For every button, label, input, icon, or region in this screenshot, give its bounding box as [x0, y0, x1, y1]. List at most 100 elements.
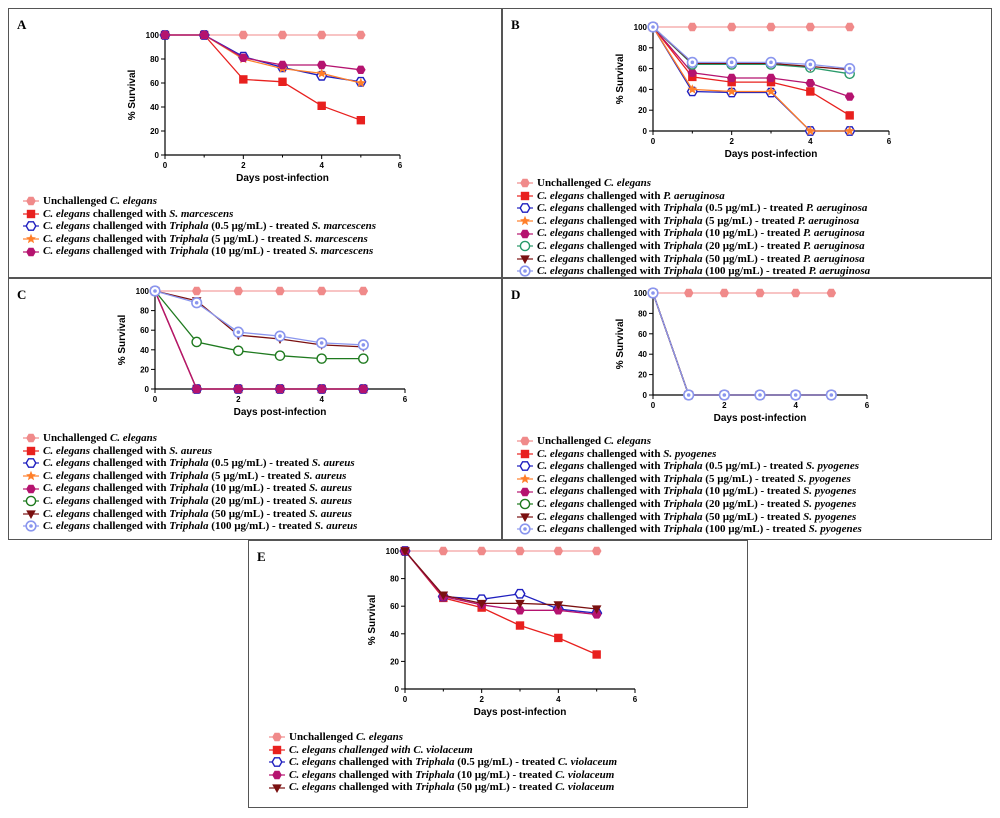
x-tick-label: 6: [633, 695, 638, 704]
data-point: [358, 384, 369, 394]
legend-label-part: C. elegans challenged with C. violaceum: [289, 743, 473, 756]
series-line: [154, 290, 364, 390]
data-point: [726, 22, 737, 32]
series-6: [150, 287, 369, 352]
data-point: [274, 350, 286, 361]
legend-label-part: (100 µg/mL) - treated: [208, 520, 315, 533]
legend-label-part: (10 µg/mL) - treated: [454, 768, 556, 781]
data-point: [238, 53, 249, 62]
data-point: [238, 30, 249, 40]
legend-label-part: Triphala: [415, 768, 455, 781]
legend-label-part: challenged with: [90, 444, 170, 457]
data-point: [844, 125, 855, 136]
x-tick-label: 0: [403, 695, 408, 704]
legend-label: C. elegans challenged with Triphala (10 …: [43, 482, 352, 495]
legend-label-part: C. elegans: [537, 265, 585, 278]
y-tick-label: 100: [146, 31, 160, 40]
y-axis-title: % Survival: [367, 594, 378, 645]
legend-item: C. elegans challenged with Triphala (100…: [517, 265, 870, 278]
series-7: [647, 21, 856, 75]
y-tick-label: 40: [390, 630, 399, 639]
data-point: [647, 21, 659, 33]
legend-marker: [269, 733, 285, 742]
legend-item: C. elegans challenged with Triphala (10 …: [23, 482, 357, 495]
y-tick-label: 40: [638, 350, 647, 359]
chart-c-plot: 0 20 40 60 80 100 0 2 4 6 Days post-infection % Sur…: [117, 285, 408, 418]
legend-label-part: Triphala: [663, 265, 703, 278]
data-point: [356, 116, 366, 125]
panel-d: 0 20 40 60 80 100 0 2 4 6 Days post-infection % Sur…: [502, 278, 992, 540]
data-point: [553, 606, 564, 615]
legend-label-part: (10 µg/mL) - treated: [702, 227, 804, 240]
y-tick-label: 0: [145, 385, 150, 394]
legend-label-part: C. elegans: [537, 447, 585, 460]
legend-marker-symbol: [519, 523, 531, 536]
legend-label: C. elegans challenged with Triphala (50 …: [43, 508, 352, 521]
series-0: [648, 288, 837, 298]
legend-marker: [269, 757, 285, 768]
y-tick-label: 20: [638, 371, 647, 380]
legend-label-part: Triphala: [663, 497, 703, 510]
data-point: [766, 86, 776, 96]
data-point: [356, 30, 366, 40]
legend-marker-symbol: [25, 520, 37, 533]
legend-marker: [23, 458, 39, 469]
legend-label-part: challenged with: [584, 202, 664, 215]
legend-label: C. elegans challenged with Triphala (5 µ…: [43, 233, 368, 246]
series-line: [652, 26, 850, 98]
legend-label-part: (20 µg/mL) - treated: [702, 497, 804, 510]
legend-label-part: P. aeruginosa: [803, 239, 865, 252]
legend-label-part: challenged with: [90, 207, 170, 220]
legend-label-part: C. elegans: [537, 214, 585, 227]
series-line: [154, 290, 364, 390]
legend-label-part: challenged with: [584, 214, 664, 227]
legend-marker: [517, 255, 533, 264]
series-0: [400, 546, 602, 556]
series-line: [154, 290, 364, 390]
series-line: [404, 550, 597, 616]
legend-label-part: C. elegans: [537, 239, 585, 252]
legend-label-part: C. elegans: [537, 485, 585, 498]
legend-item: Unchallenged C. elegans: [23, 195, 376, 208]
y-tick-label: 20: [150, 127, 159, 136]
series-line: [652, 292, 832, 396]
legend-marker-symbol: [519, 240, 531, 252]
legend-label: C. elegans challenged with Triphala (100…: [537, 523, 862, 536]
legend-label-part: S. marcescens: [169, 207, 234, 220]
legend-label: C. elegans challenged with C. violaceum: [289, 744, 473, 757]
legend-marker: [517, 473, 533, 484]
axes: 0 20 40 60 80 100 0 2 4 6 Days post-infection % Sur…: [127, 31, 403, 184]
legend-item: C. elegans challenged with Triphala (50 …: [517, 253, 870, 266]
legend-item: Unchallenged C. elegans: [23, 432, 357, 445]
x-axis-title: Days post-infection: [236, 173, 329, 184]
panel-e: 0 20 40 60 80 100 0 2 4 6 Days post-infection % Sur…: [248, 540, 748, 808]
legend-marker: [23, 434, 39, 443]
data-point: [687, 68, 698, 77]
data-point: [755, 288, 765, 298]
legend-item: C. elegans challenged with Triphala (100…: [517, 523, 862, 536]
legend-label-part: challenged with: [584, 510, 664, 523]
y-tick-label: 80: [140, 307, 149, 316]
legend-item: C. elegans challenged with S. marcescens: [23, 208, 376, 221]
legend-marker: [23, 470, 39, 481]
legend-label: C. elegans challenged with Triphala (5 µ…: [537, 473, 851, 486]
panel-b-label: B: [511, 17, 520, 32]
x-tick-label: 0: [651, 401, 656, 410]
legend-marker-symbol: [520, 255, 530, 264]
legend-marker: [23, 495, 39, 507]
legend-label-part: Unchallenged: [289, 731, 356, 743]
legend-label: C. elegans challenged with Triphala (50 …: [289, 781, 614, 794]
data-point: [591, 546, 602, 556]
legend-item: Unchallenged C. elegans: [269, 731, 617, 744]
data-point: [766, 22, 776, 32]
panel-e-label: E: [257, 549, 266, 564]
legend-marker: [517, 449, 533, 459]
legend-label-part: S. pyogenes: [803, 510, 857, 523]
data-point: [239, 75, 248, 84]
legend-item: C. elegans challenged with Triphala (5 µ…: [23, 233, 376, 246]
legend-label-part: challenged with: [336, 781, 416, 794]
legend-label-part: challenged with: [584, 239, 664, 252]
data-point: [149, 285, 161, 297]
series-0: [150, 286, 369, 296]
x-axis-title: Days post-infection: [714, 413, 807, 424]
